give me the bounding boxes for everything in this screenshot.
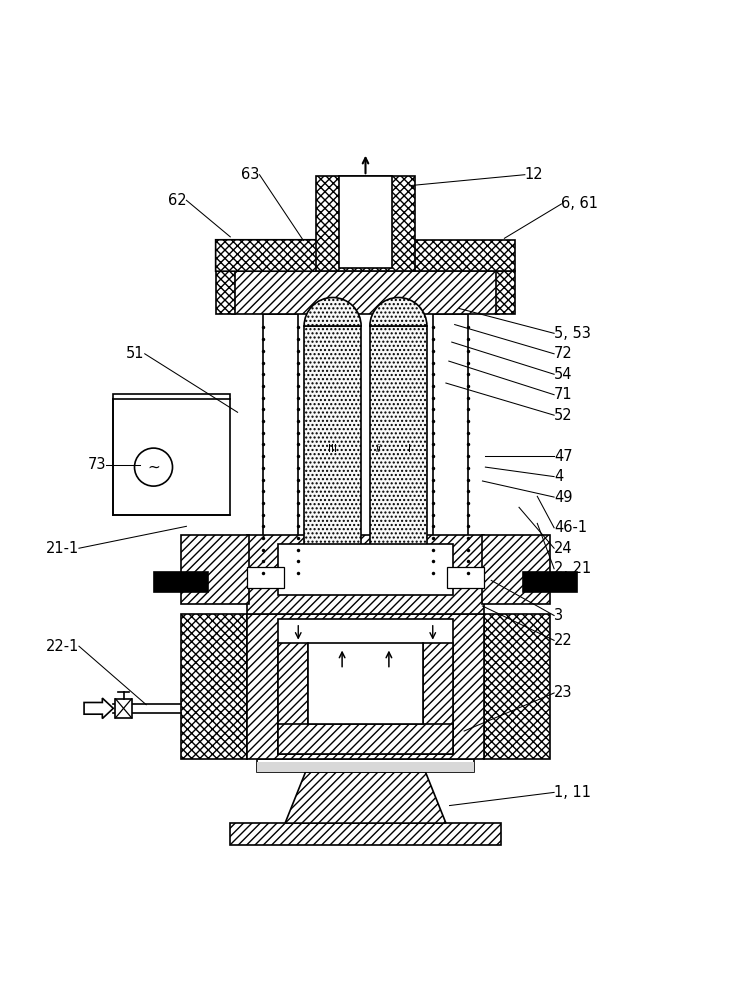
Text: 4: 4	[554, 469, 564, 484]
Wedge shape	[370, 558, 427, 587]
Text: ii: ii	[376, 444, 382, 454]
Bar	[115, 699, 132, 718]
Bar	[247, 614, 484, 759]
Text: 21-1: 21-1	[46, 541, 79, 556]
Bar	[278, 724, 453, 754]
Bar	[339, 176, 392, 268]
Bar	[308, 643, 423, 724]
Wedge shape	[370, 298, 427, 326]
Circle shape	[135, 448, 173, 486]
Text: 47: 47	[554, 449, 572, 464]
Bar	[113, 394, 230, 515]
Text: III: III	[328, 444, 337, 454]
Bar	[154, 572, 208, 592]
Bar	[230, 823, 501, 845]
Bar	[232, 271, 499, 314]
Text: 1, 11: 1, 11	[554, 785, 591, 800]
Wedge shape	[304, 558, 361, 587]
Text: 12: 12	[525, 167, 543, 182]
Polygon shape	[216, 240, 340, 271]
Bar	[482, 535, 550, 604]
Bar	[484, 614, 550, 759]
Text: 73: 73	[88, 457, 106, 472]
Text: 22-1: 22-1	[45, 639, 79, 654]
Bar	[433, 314, 468, 577]
Text: 3: 3	[554, 608, 563, 623]
Text: 63: 63	[241, 167, 260, 182]
Bar	[181, 614, 247, 759]
Bar	[278, 619, 453, 754]
Bar	[423, 643, 453, 754]
Text: 23: 23	[554, 685, 572, 700]
Polygon shape	[391, 240, 515, 271]
Text: 49: 49	[554, 490, 572, 505]
Bar	[304, 326, 361, 558]
Text: 2, 21: 2, 21	[554, 561, 591, 576]
Text: 52: 52	[554, 408, 572, 423]
Bar	[181, 535, 249, 604]
Bar	[447, 567, 484, 588]
Text: 71: 71	[554, 387, 572, 402]
Text: 5, 53: 5, 53	[554, 326, 591, 341]
Text: 46-1: 46-1	[554, 520, 587, 535]
Bar	[278, 544, 453, 595]
Bar	[263, 314, 298, 577]
Bar	[496, 271, 515, 314]
Polygon shape	[84, 698, 113, 719]
Text: 54: 54	[554, 367, 572, 382]
Bar	[316, 176, 415, 271]
Bar	[523, 572, 577, 592]
Text: 51: 51	[126, 346, 145, 361]
Text: 24: 24	[554, 541, 572, 556]
Text: I: I	[408, 444, 411, 454]
Text: 72: 72	[554, 346, 573, 361]
Text: ~: ~	[147, 460, 160, 475]
Bar	[278, 643, 308, 754]
Text: 6, 61: 6, 61	[561, 196, 599, 211]
Text: 62: 62	[168, 193, 186, 208]
Bar	[370, 326, 427, 558]
Bar	[216, 271, 235, 314]
Bar	[247, 535, 484, 614]
Polygon shape	[285, 772, 446, 823]
Text: 22: 22	[554, 633, 573, 648]
Bar	[247, 567, 284, 588]
Wedge shape	[304, 298, 361, 326]
Bar	[257, 759, 474, 772]
Bar	[257, 762, 474, 772]
